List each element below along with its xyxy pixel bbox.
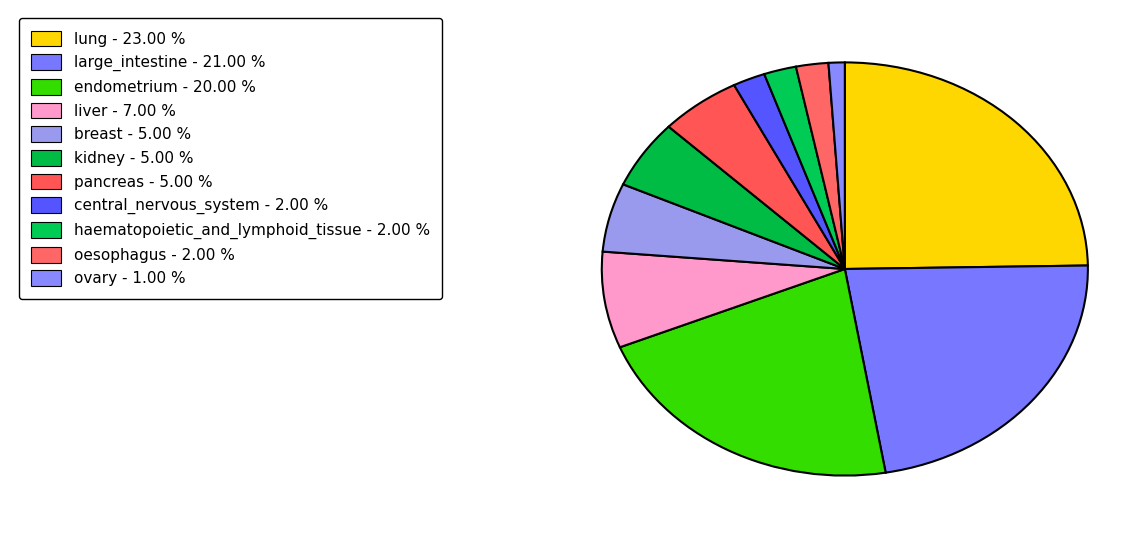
Wedge shape <box>623 126 845 269</box>
Wedge shape <box>602 252 845 347</box>
Wedge shape <box>669 85 845 269</box>
Wedge shape <box>796 63 845 269</box>
Wedge shape <box>845 62 1088 269</box>
Wedge shape <box>829 62 845 269</box>
Wedge shape <box>620 269 886 476</box>
Wedge shape <box>764 67 845 269</box>
Legend: lung - 23.00 %, large_intestine - 21.00 %, endometrium - 20.00 %, liver - 7.00 %: lung - 23.00 %, large_intestine - 21.00 … <box>18 18 442 299</box>
Wedge shape <box>845 266 1088 473</box>
Wedge shape <box>602 185 845 269</box>
Wedge shape <box>734 74 845 269</box>
